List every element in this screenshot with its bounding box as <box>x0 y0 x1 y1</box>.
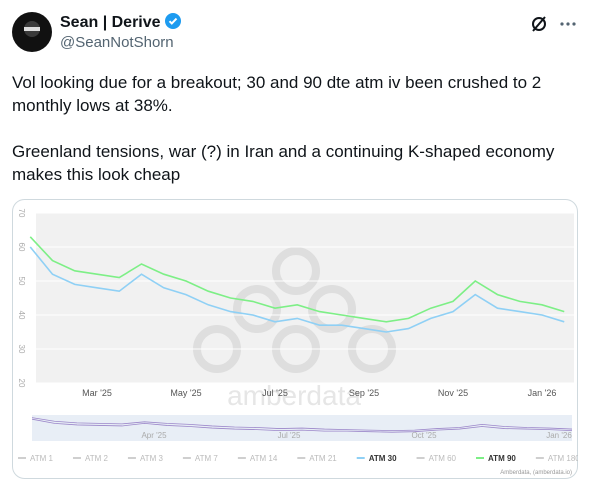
legend-label: ATM 1 <box>30 454 54 463</box>
legend-item[interactable]: ATM 90 <box>476 454 516 463</box>
data-line <box>29 236 565 323</box>
legend-label: ATM 3 <box>140 454 164 463</box>
navigator-label: Jan '26 <box>546 431 572 440</box>
post-actions[interactable] <box>530 14 580 34</box>
navigator-label: Jul '25 <box>278 431 301 440</box>
post-text: Greenland tensions, war (?) in Iran and … <box>12 142 555 184</box>
legend-item[interactable]: ATM 21 <box>297 454 337 463</box>
legend-label: ATM 30 <box>369 454 397 463</box>
navigator-line <box>31 418 573 433</box>
y-tick-label: 60 <box>17 243 26 252</box>
plot-area <box>36 213 574 383</box>
avatar[interactable] <box>12 12 52 52</box>
post-text: Vol looking due for a breakout; 30 and 9… <box>12 73 542 115</box>
legend-item[interactable]: ATM 180 <box>535 454 578 463</box>
legend-label: ATM 60 <box>429 454 457 463</box>
x-tick-label: Jan '26 <box>528 388 557 398</box>
x-tick-label: Sep '25 <box>349 388 379 398</box>
navigator-line <box>31 417 573 432</box>
credits: Amberdata, (amberdata.io) <box>500 470 572 476</box>
author-handle[interactable]: @SeanNotShorn <box>60 34 174 51</box>
legend-item[interactable]: ATM 1 <box>18 454 54 463</box>
verified-badge <box>164 13 181 29</box>
navigator-label: Apr '25 <box>141 431 167 440</box>
legend-item[interactable]: ATM 7 <box>182 454 219 463</box>
author-name[interactable]: Sean | Derive <box>60 13 181 32</box>
legend-item[interactable]: ATM 2 <box>72 454 109 463</box>
author-name-text: Sean | Derive <box>60 14 161 31</box>
legend-label: ATM 21 <box>309 454 337 463</box>
legend-label: ATM 7 <box>195 454 219 463</box>
data-line <box>29 246 565 333</box>
x-tick-label: Mar '25 <box>82 388 112 398</box>
chart[interactable]: amberdata 20 30 40 50 60 70 Mar '25 May '25 Jul … <box>12 199 578 479</box>
x-tick-label: May '25 <box>170 388 201 398</box>
x-tick-label: Jul '25 <box>262 388 288 398</box>
y-tick-label: 20 <box>17 379 26 388</box>
y-tick-label: 50 <box>17 277 26 286</box>
legend-item[interactable]: ATM 14 <box>237 454 278 463</box>
y-tick-label: 30 <box>17 345 26 354</box>
legend-label: ATM 2 <box>85 454 109 463</box>
legend-label: ATM 14 <box>250 454 278 463</box>
legend-label: ATM 90 <box>488 454 516 463</box>
legend-item[interactable]: ATM 3 <box>127 454 164 463</box>
y-tick-label: 70 <box>17 209 26 218</box>
legend-item[interactable]: ATM 60 <box>416 454 457 463</box>
x-tick-label: Nov '25 <box>438 388 468 398</box>
y-tick-label: 40 <box>17 311 26 320</box>
legend-item[interactable]: ATM 30 <box>356 454 397 463</box>
watermark: amberdata <box>227 380 361 411</box>
navigator-label: Oct '25 <box>411 431 437 440</box>
legend-label: ATM 180 <box>548 454 578 463</box>
